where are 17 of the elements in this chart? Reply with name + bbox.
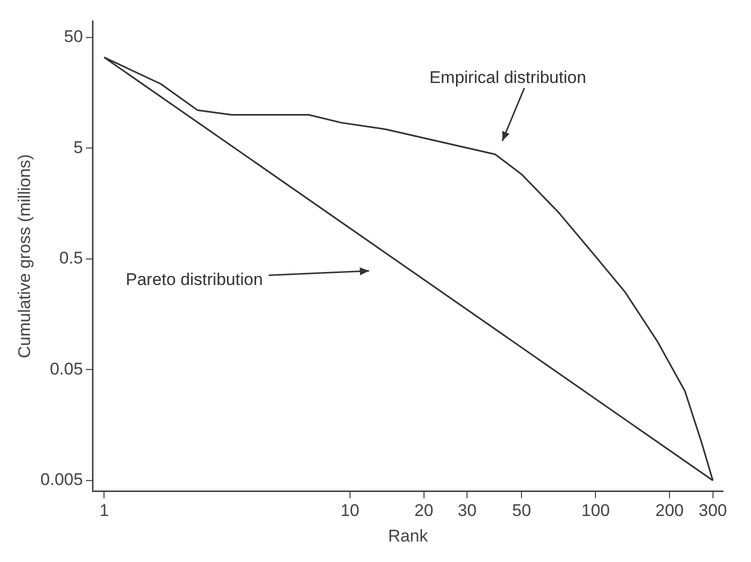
y-tick-label: 0.05 — [50, 359, 83, 378]
y-tick-label: 50 — [64, 27, 83, 46]
x-tick-label: 30 — [458, 501, 477, 520]
x-tick-label: 200 — [655, 501, 684, 520]
x-tick-label: 50 — [512, 501, 532, 520]
x-tick-label: 20 — [414, 501, 434, 520]
x-tick-label: 100 — [581, 501, 610, 520]
y-tick-label: 0.5 — [59, 248, 83, 268]
x-tick-label: 10 — [340, 501, 360, 520]
annotation: Pareto distribution — [126, 270, 263, 289]
x-axis-title: Rank — [388, 526, 428, 546]
y-axis-title: Cumulative gross (millions) — [14, 154, 34, 358]
x-tick-label: 300 — [698, 501, 728, 520]
y-tick-label: 0.005 — [40, 470, 83, 490]
x-tick-label: 1 — [99, 501, 109, 520]
annotation: Empirical distribution — [429, 68, 586, 87]
y-tick-label: 5 — [73, 138, 83, 157]
